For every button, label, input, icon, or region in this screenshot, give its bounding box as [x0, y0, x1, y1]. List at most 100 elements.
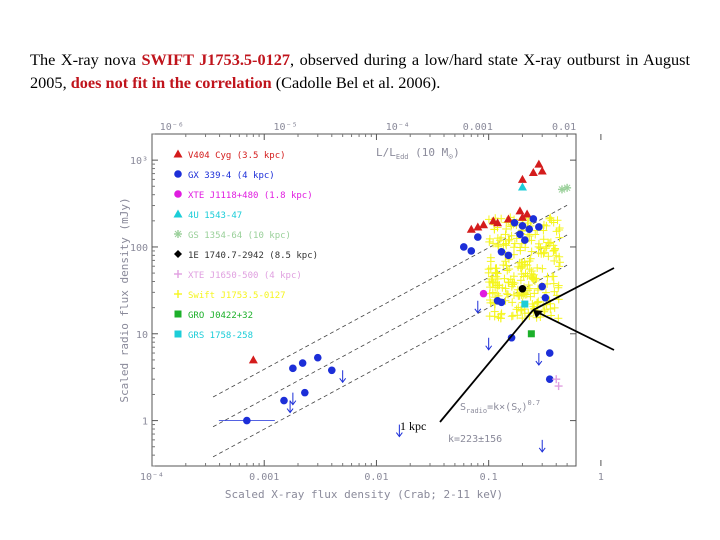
- data-point: [518, 284, 527, 293]
- x-tick-label: 0.1: [480, 472, 498, 483]
- fit-formula-exponent: 0.7: [527, 399, 540, 407]
- data-point: [507, 333, 516, 342]
- upper-limit-arrowhead: [474, 308, 482, 314]
- legend-label: XTE J1650-500 (4 kpc): [188, 271, 302, 281]
- data-point: [521, 236, 529, 244]
- legend-marker: [174, 190, 182, 198]
- data-point: [516, 230, 524, 239]
- chart-container: 10⁻⁴ 0.001 0.01 0.1 1 1 10 100 10³ 10⁻⁶ 10⁻⁵ 10⁻⁴ 0.…: [118, 110, 618, 510]
- upper-limit-arrowhead: [538, 447, 546, 453]
- annotation-arrow: [439, 309, 534, 423]
- legend-label: GS 1354-64 (10 kpc): [188, 231, 291, 241]
- y-tick-label: 10: [136, 330, 148, 341]
- upper-limit-arrowhead: [339, 377, 347, 384]
- top-tick-label: 10⁻⁴: [386, 122, 410, 133]
- data-point: [327, 366, 336, 375]
- annotation-arrow: [532, 309, 615, 351]
- legend-marker: [174, 170, 182, 178]
- data-point: [528, 168, 538, 177]
- data-point: [466, 224, 476, 233]
- data-point: [497, 298, 506, 307]
- legend-marker: [174, 250, 182, 258]
- top-axis-label-close: ): [453, 146, 460, 159]
- legend-label: Swift J1753.5-0127: [188, 291, 286, 301]
- data-point: [503, 214, 513, 223]
- top-tick-label: 10⁻⁵: [274, 122, 298, 133]
- data-point: [473, 222, 483, 231]
- radio-xray-correlation-chart: 10⁻⁴ 0.001 0.01 0.1 1 1 10 100 10³ 10⁻⁶ 10⁻⁵ 10⁻⁴ 0.…: [118, 122, 615, 501]
- data-point: [517, 174, 527, 183]
- source-name: SWIFT J1753.5-0127: [141, 50, 291, 69]
- data-point: [301, 388, 309, 397]
- data-point: [289, 364, 297, 373]
- x-axis-label: Scaled X-ray flux density (Crab; 2-11 ke…: [225, 488, 503, 501]
- distance-annotations: 10 kpc5 kpc1 kpc: [400, 267, 615, 433]
- caption-prefix: The X-ray nova: [30, 50, 142, 69]
- data-point: [517, 212, 527, 221]
- y-axis-label: Scaled radio flux density (mJy): [118, 197, 131, 402]
- top-tick-label: 10⁻⁶: [160, 122, 184, 133]
- fit-formula-end: ): [521, 402, 527, 413]
- y-tick-label: 1: [142, 417, 148, 428]
- legend-marker: [174, 310, 182, 318]
- legend-label: 1E 1740.7-2942 (8.5 kpc): [188, 251, 318, 261]
- data-point: [473, 233, 482, 241]
- legend-marker: [173, 209, 183, 218]
- data-point: [515, 206, 525, 215]
- legend-label: 4U 1543-47: [188, 211, 242, 221]
- data-point: [563, 184, 571, 192]
- data-point: [493, 218, 503, 227]
- top-axis-label: L/LEdd (10 M⊙): [376, 146, 460, 161]
- data-point: [518, 222, 527, 230]
- data-point: [479, 289, 488, 298]
- data-point: [545, 349, 554, 357]
- legend-label: XTE J1118+480 (1.8 kpc): [188, 191, 313, 201]
- data-point: [510, 218, 519, 227]
- data-point: [545, 375, 554, 383]
- upper-limit-arrowhead: [535, 360, 543, 366]
- annotation-arrow: [532, 267, 615, 311]
- y-tick-label: 10³: [130, 156, 148, 167]
- data-points: [218, 159, 572, 425]
- legend-marker: [174, 230, 182, 238]
- upper-limit-arrows: [286, 300, 546, 453]
- fit-formula-sub: radio: [466, 407, 487, 415]
- data-point: [243, 416, 251, 425]
- data-point: [537, 166, 547, 175]
- data-point: [535, 223, 543, 231]
- data-point: [529, 215, 538, 223]
- data-point: [504, 251, 513, 260]
- fit-k-value: k=223±156: [448, 434, 502, 445]
- top-tick-label: 0.001: [463, 122, 493, 133]
- legend-marker: [174, 330, 182, 338]
- top-axis-label-note: (10 M: [409, 146, 449, 159]
- fit-formula-sub2: X: [517, 407, 522, 415]
- upper-limit-arrowhead: [286, 408, 294, 414]
- top-tick-label: 0.01: [552, 122, 576, 133]
- data-point: [479, 220, 489, 229]
- fit-formula: Sradio=k×(SX)0.7: [460, 399, 540, 415]
- data-point: [522, 209, 532, 218]
- legend-label: V404 Cyg (3.5 kpc): [188, 151, 286, 161]
- data-point: [517, 182, 527, 191]
- annotation-arrowhead: [533, 310, 544, 319]
- data-point: [534, 159, 544, 168]
- x-tick-label: 10⁻⁴: [140, 472, 164, 483]
- y-tick-label: 100: [130, 243, 148, 254]
- top-axis-label-sub: Edd: [396, 153, 409, 161]
- data-point: [280, 396, 288, 405]
- x-tick-label: 0.01: [364, 472, 388, 483]
- data-point: [248, 355, 258, 364]
- upper-limit-arrowhead: [395, 432, 403, 438]
- top-axis-label-sun: ⊙: [448, 152, 453, 161]
- x-tick-label: 1: [598, 472, 604, 483]
- annotation-label: 1 kpc: [400, 419, 426, 433]
- slide-caption: The X-ray nova SWIFT J1753.5-0127, obser…: [30, 48, 690, 94]
- upper-limit-arrowhead: [485, 345, 493, 351]
- data-point: [298, 359, 307, 367]
- legend: V404 Cyg (3.5 kpc) GX 339-4 (4 kpc) XTE J1…: [173, 149, 318, 341]
- fit-formula-lhs: S: [460, 402, 466, 413]
- data-point: [459, 243, 468, 251]
- data-point: [541, 293, 550, 302]
- caption-middle: , observed during a low/hard state X-ray…: [30, 50, 691, 92]
